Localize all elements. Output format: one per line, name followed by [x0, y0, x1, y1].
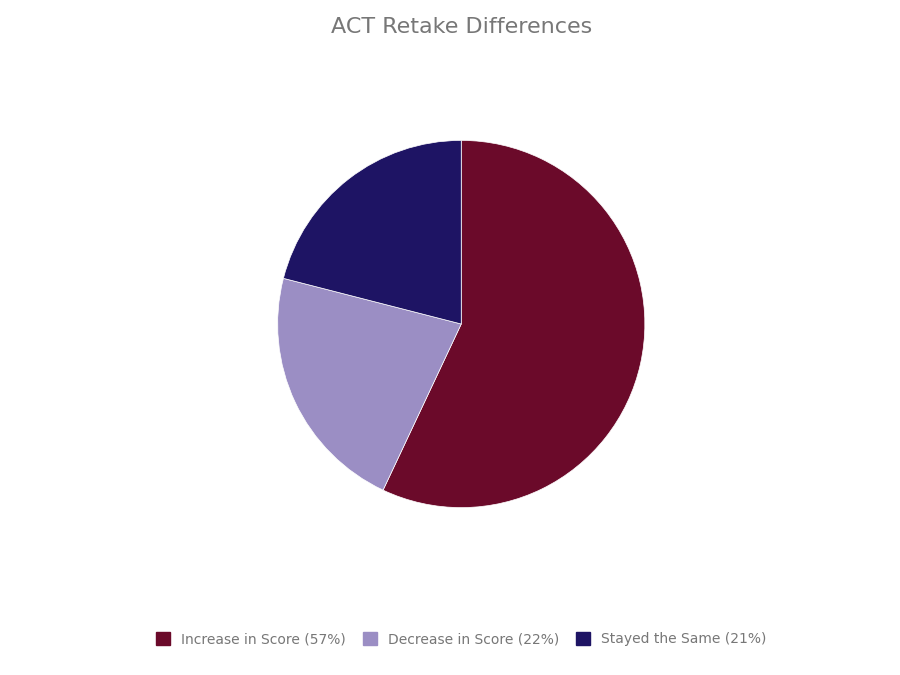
- Wedge shape: [284, 140, 461, 324]
- Legend: Increase in Score (57%), Decrease in Score (22%), Stayed the Same (21%): Increase in Score (57%), Decrease in Sco…: [151, 627, 771, 652]
- Title: ACT Retake Differences: ACT Retake Differences: [330, 17, 592, 37]
- Wedge shape: [383, 140, 644, 508]
- Wedge shape: [278, 278, 461, 490]
